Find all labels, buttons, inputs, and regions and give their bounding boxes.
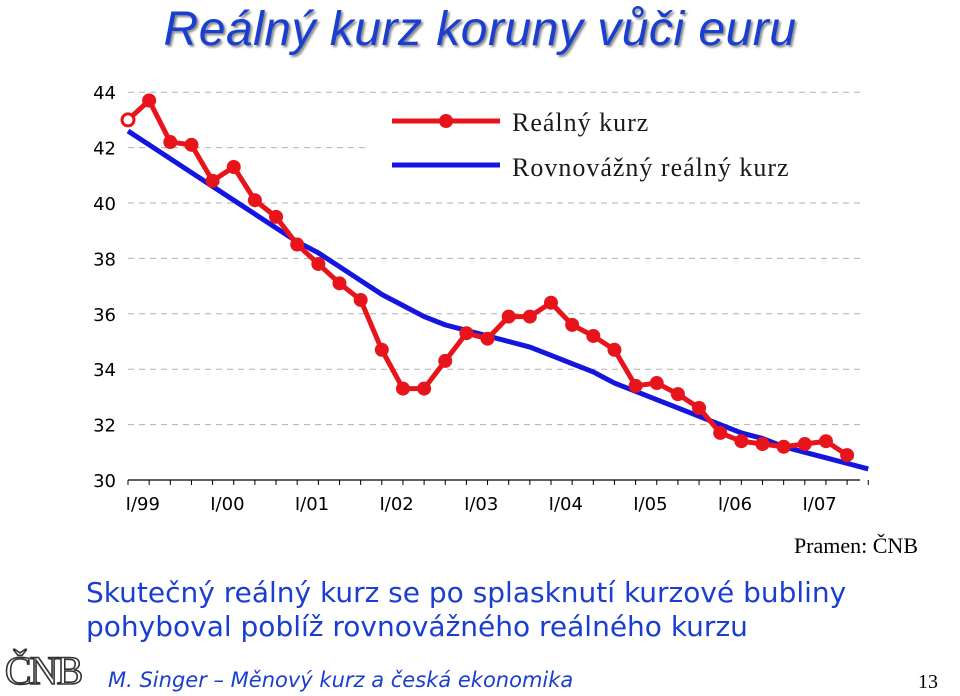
series-line-equilibrium	[126, 128, 869, 472]
y-tick-label: 36	[93, 305, 116, 326]
x-tick-label: I/04	[549, 494, 583, 515]
chart-title: Reálný kurz koruny vůči euru	[163, 3, 797, 56]
data-point-real	[120, 112, 136, 128]
legend-marker-real	[439, 114, 453, 128]
x-tick-label: I/03	[464, 494, 498, 515]
x-axis-ticks: I/99 I/00 I/01 I/02 I/03 I/04 I/05 I/06 I/07	[126, 494, 837, 515]
data-point-real	[311, 256, 326, 271]
data-point-real	[734, 434, 749, 449]
x-tick-label: I/01	[295, 494, 329, 515]
data-point-real	[374, 342, 389, 357]
data-point-real	[586, 328, 601, 343]
x-tick-label: I/06	[718, 494, 752, 515]
axes	[127, 479, 869, 485]
data-point-real	[649, 376, 664, 391]
data-point-real	[459, 326, 474, 341]
source-note: Pramen: ČNB	[793, 533, 918, 558]
legend-label-equilibrium: Rovnovážný reálný kurz	[512, 153, 790, 182]
y-tick-label: 42	[93, 139, 116, 160]
caption-text: Skutečný reálný kurz se po splasknutí ku…	[86, 576, 847, 643]
legend: Reálný kurz Rovnovážný reálný kurz	[366, 100, 866, 196]
data-point-real	[438, 353, 453, 368]
data-point-real	[247, 193, 262, 208]
data-point-real	[163, 135, 178, 150]
x-tick-label: I/02	[379, 494, 413, 515]
y-tick-label: 30	[93, 471, 116, 492]
series-equilibrium	[126, 128, 869, 472]
legend-label-real: Reálný kurz	[512, 108, 649, 137]
cnb-logo: ČNB	[4, 647, 84, 690]
x-tick-label: I/05	[633, 494, 667, 515]
footer-text: M. Singer – Měnový kurz a česká ekonomik…	[108, 668, 574, 692]
data-point-real	[184, 137, 199, 152]
data-point-real	[565, 317, 580, 332]
y-tick-label: 32	[93, 416, 116, 437]
y-tick-label: 44	[93, 83, 116, 104]
data-point-real	[395, 381, 410, 396]
x-tick-label: I/00	[210, 494, 244, 515]
data-point-real	[713, 425, 728, 440]
data-point-real	[755, 436, 770, 451]
data-point-real	[776, 439, 791, 454]
data-point-real	[628, 378, 643, 393]
y-tick-label: 34	[93, 360, 116, 381]
data-point-real	[692, 400, 707, 415]
data-point-real	[797, 436, 812, 451]
data-point-real	[290, 237, 305, 252]
data-point-real	[840, 448, 855, 463]
data-point-real	[544, 295, 558, 310]
data-point-real	[142, 93, 157, 108]
x-tick-label: I/99	[126, 494, 160, 515]
data-point-real	[269, 209, 284, 224]
y-tick-label: 38	[93, 249, 116, 270]
data-point-real	[670, 387, 685, 402]
series-real	[120, 93, 855, 463]
data-point-real	[226, 159, 241, 174]
logo-text: ČNB	[5, 648, 82, 690]
x-tick-label: I/07	[802, 494, 836, 515]
data-point-real	[480, 331, 495, 346]
data-point-real	[818, 434, 833, 449]
data-point-real	[501, 309, 516, 324]
y-axis-ticks: 44 42 40 38 36 34 32 30	[93, 83, 116, 492]
data-point-real	[205, 173, 220, 188]
y-tick-label: 40	[93, 194, 116, 215]
data-point-real	[607, 342, 622, 357]
data-point-real	[332, 276, 347, 291]
page-number: 13	[918, 671, 938, 693]
data-point-real	[417, 381, 432, 396]
data-point-real	[522, 309, 537, 324]
data-point-real	[353, 292, 368, 307]
